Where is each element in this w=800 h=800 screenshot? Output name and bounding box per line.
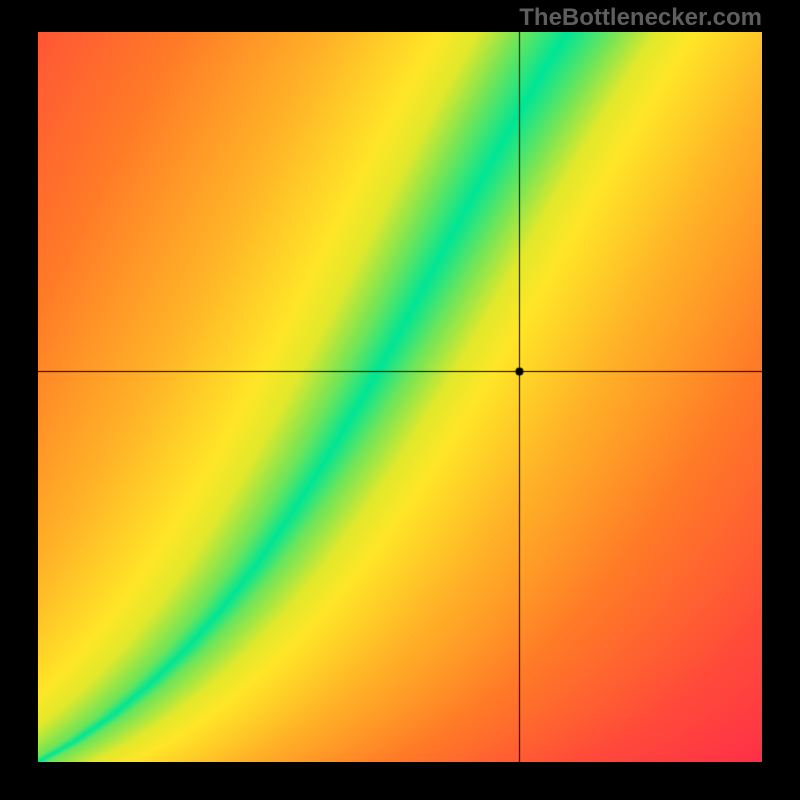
bottleneck-heatmap (38, 32, 762, 762)
watermark-text: TheBottlenecker.com (519, 4, 762, 32)
